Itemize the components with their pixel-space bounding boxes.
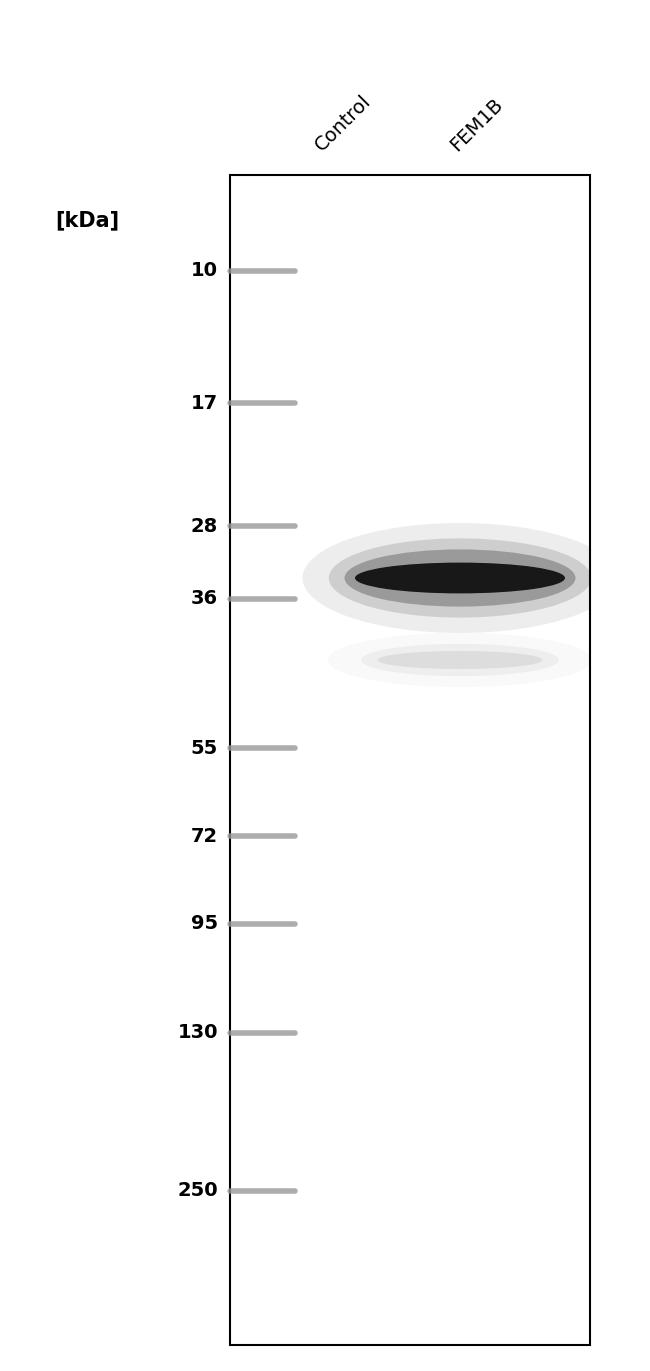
Text: 36: 36 bbox=[191, 590, 218, 609]
Text: 130: 130 bbox=[177, 1023, 218, 1042]
Bar bbox=[230, 175, 590, 1345]
Ellipse shape bbox=[361, 644, 559, 676]
Text: 250: 250 bbox=[177, 1180, 218, 1200]
Text: FEM1B: FEM1B bbox=[447, 95, 506, 155]
Text: [kDa]: [kDa] bbox=[55, 210, 119, 230]
Text: 28: 28 bbox=[190, 517, 218, 536]
Text: Control: Control bbox=[311, 92, 375, 155]
Text: 95: 95 bbox=[191, 914, 218, 934]
Ellipse shape bbox=[302, 522, 618, 633]
Text: 10: 10 bbox=[191, 262, 218, 281]
Ellipse shape bbox=[344, 550, 575, 606]
Text: 72: 72 bbox=[191, 827, 218, 846]
Text: 17: 17 bbox=[191, 393, 218, 413]
Text: 55: 55 bbox=[190, 739, 218, 758]
Ellipse shape bbox=[355, 562, 565, 594]
Ellipse shape bbox=[378, 651, 543, 669]
Ellipse shape bbox=[329, 539, 592, 617]
